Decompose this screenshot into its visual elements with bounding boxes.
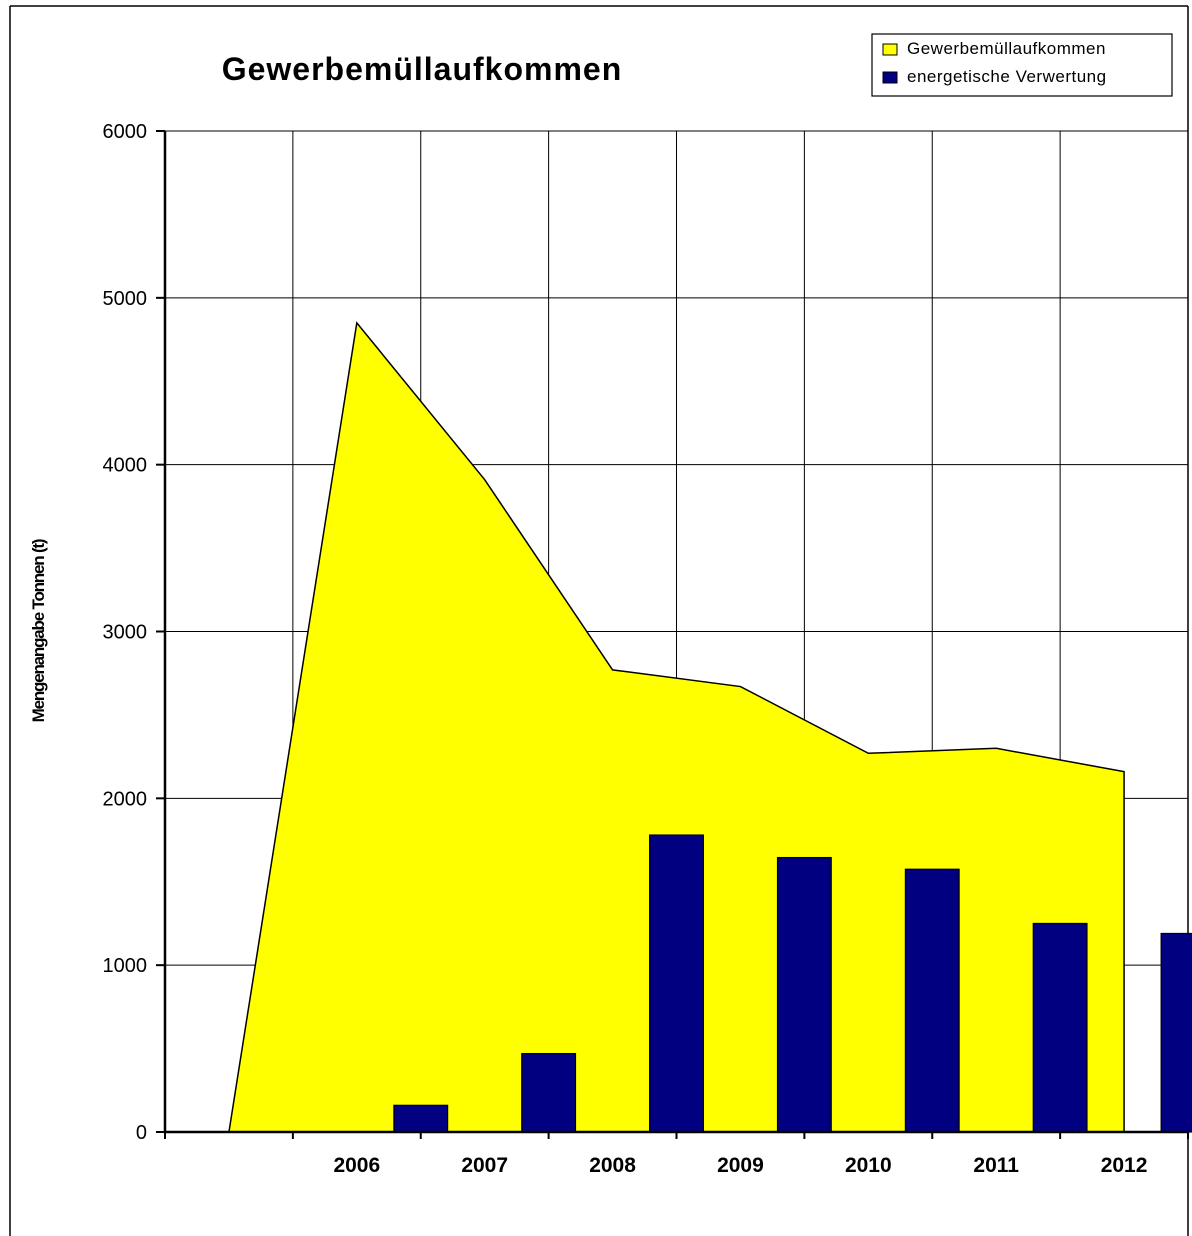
legend: Gewerbemüllaufkommen energetische Verwer…	[871, 33, 1173, 97]
bar-2010	[904, 868, 960, 1133]
bar-2011	[1032, 922, 1088, 1133]
chart-title: Gewerbemüllaufkommen	[222, 51, 623, 87]
legend-label-bar: energetische Verwertung	[907, 67, 1107, 86]
x-tick-label: 2009	[717, 1154, 764, 1177]
x-tick-label: 2006	[333, 1154, 380, 1177]
area-series-gewerbemuellaufkommen	[228, 322, 1125, 1132]
legend-label-area: Gewerbemüllaufkommen	[907, 39, 1106, 58]
bar-2012	[1160, 932, 1192, 1133]
y-tick-label: 3000	[103, 622, 148, 644]
bar-series-energetische-verwertung	[393, 834, 1192, 1133]
x-tick-label: 2012	[1101, 1154, 1148, 1177]
legend-swatch-area	[882, 43, 898, 56]
x-tick-label: 2008	[589, 1154, 636, 1177]
x-tick-label: 2010	[845, 1154, 892, 1177]
bar-2009	[776, 856, 832, 1133]
y-tick-label: 0	[136, 1122, 147, 1144]
y-tick-label: 2000	[103, 788, 148, 810]
bar-2006	[393, 1104, 449, 1133]
legend-box	[871, 33, 1173, 97]
bar-2007	[521, 1052, 577, 1133]
y-tick-label: 5000	[103, 288, 148, 310]
area-series-outline	[228, 321, 1125, 1133]
y-tick-label: 6000	[103, 121, 148, 143]
axes: 0 1000 2000 3000 4000 5000 6000 2006 2007 2008 200…	[103, 121, 1189, 1177]
x-tick-label: 2011	[973, 1154, 1019, 1177]
bar-2008	[649, 834, 704, 1133]
y-tick-label: 4000	[103, 455, 148, 477]
x-tick-label: 2007	[461, 1154, 508, 1177]
y-tick-label: 1000	[103, 955, 148, 977]
legend-swatch-bar	[882, 71, 898, 84]
y-axis-label: Mengenangabe Tonnen (t)	[29, 539, 48, 722]
